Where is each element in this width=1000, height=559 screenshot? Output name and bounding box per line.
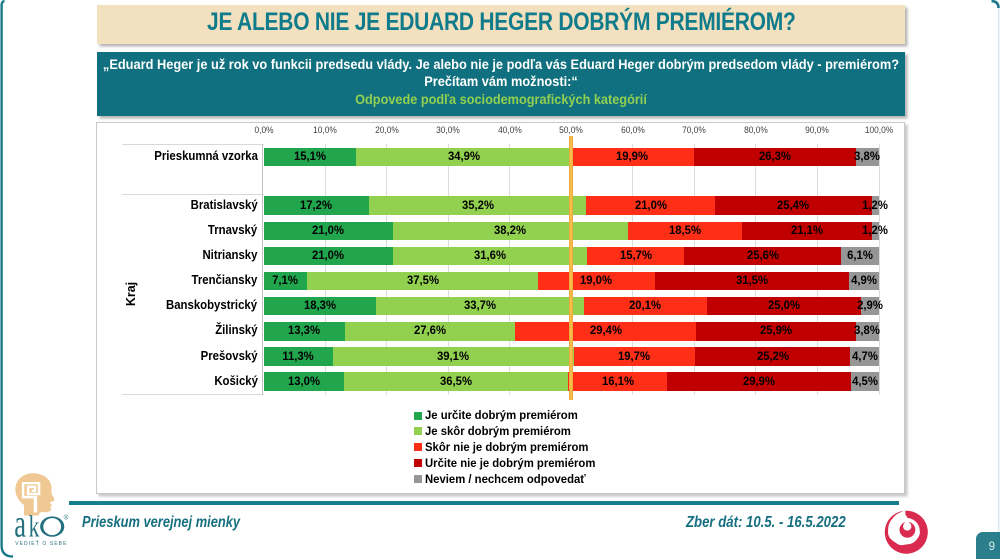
svg-text:k: k (29, 509, 40, 544)
svg-text:a: a (14, 502, 26, 545)
svg-text:®: ® (64, 514, 69, 522)
svg-text:VEDIEŤ O SEBE: VEDIEŤ O SEBE (15, 539, 67, 547)
